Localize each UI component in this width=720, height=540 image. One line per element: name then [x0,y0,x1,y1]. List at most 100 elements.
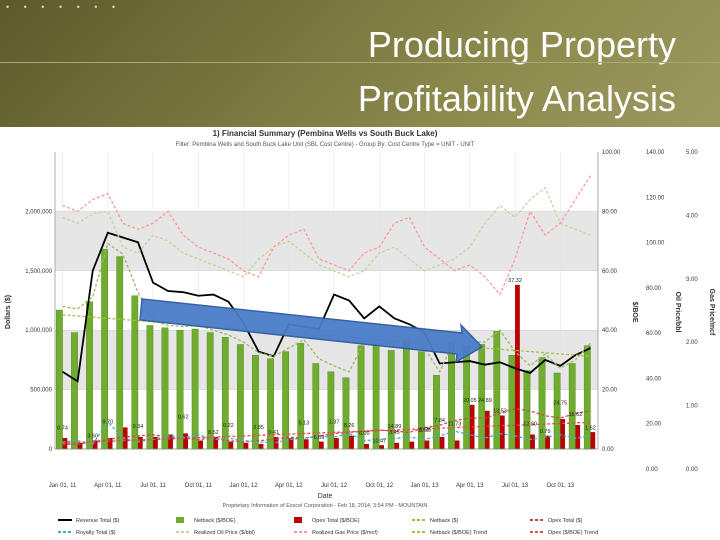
legend-label: Netback ($/BOE) Trend [430,530,487,536]
y-tick-label-right2: 20.00 [646,422,662,428]
data-label: 24.89 [478,398,492,404]
bar [372,344,380,450]
y-axis-label-right1: $/BOE [631,301,638,322]
y-tick-label-right3: 0.00 [686,467,698,473]
y-axis-label-right3: Gas Price/mcf [708,289,715,336]
bar [138,436,143,450]
legend-label: Realized Gas Price ($/mcf) [312,530,378,536]
y-tick-label-right3: 2.00 [686,340,698,346]
data-label: 6.69 [314,435,325,441]
legend: Revenue Total ($) Netback ($/BOE) Opex Tot… [58,517,598,536]
data-label: 3.50 [87,434,98,440]
data-label: 5.13 [299,420,310,426]
legend-label: Opex Total ($/BOE) [312,518,360,524]
data-label: 11.73 [448,422,461,428]
data-annotations: 37.32 24.89 24.75 20.05 15.62 14.89 13.53 12.80… [57,278,596,444]
y-tick-label-left: 1,500,000 [25,269,52,275]
y-tick-label-left: 2,000,000 [25,209,52,215]
chart-title: 1) Financial Summary (Pembina Wells vs S… [213,129,438,138]
bar [71,332,78,450]
series-line [62,231,591,383]
bar [545,435,550,450]
bar [530,434,535,450]
y-tick-label-right1: 100.00 [602,150,621,156]
bar-marks [56,249,596,450]
data-label: 7.84 [434,418,445,424]
bar [454,440,460,450]
trend-arrow [139,298,484,364]
x-tick-label: Jan 01, 12 [230,483,259,489]
chart-subtitle: Filter: Pembina Wells and South Buck Lak… [176,142,475,148]
series-line [62,186,591,278]
slide-title-line2: Profitability Analysis [357,78,676,119]
y-tick-label-right2: 80.00 [646,286,662,292]
legend-swatch [294,517,302,523]
data-label: 6.00 [359,431,370,437]
bar [243,442,249,450]
legend-label: Realized Oil Price ($/bbl) [194,530,255,536]
y-tick-label-left: 1,000,000 [25,328,52,334]
legend-label: Revenue Total ($) [76,518,119,524]
bar [349,435,354,450]
bar [478,344,486,450]
y-tick-label-right2: 100.00 [646,241,665,247]
data-label: 9.70 [102,419,113,425]
data-label: 15.62 [568,412,582,418]
bar [228,441,234,450]
x-tick-label: Oct 01, 12 [365,483,393,489]
series-line [62,420,591,445]
bar [439,436,445,450]
data-label: 12.80 [523,422,537,428]
series-line [62,407,591,445]
bar [303,439,309,450]
bar [258,444,264,450]
bar [433,375,440,450]
bar [500,415,505,450]
y-axis-label-left: Dollars ($) [5,295,12,329]
data-label: 8.26 [344,423,355,429]
bar [86,301,93,450]
decorative-dots: • • • • • • • [6,2,122,12]
bar [553,372,561,450]
legend-swatch [176,517,184,523]
bar [418,351,425,450]
axes: 0 500,000 1,000,000 1,500,000 2,000,000 0.00 2… [25,150,698,489]
y-tick-label-right3: 5.00 [686,150,698,156]
data-label: 13.53 [493,409,507,415]
bar [237,344,244,450]
x-tick-label: Jul 01, 12 [321,483,348,489]
bar [176,329,184,450]
bar [379,445,385,450]
y-tick-label-left: 500,000 [30,388,52,394]
bar [116,256,124,450]
bar [568,363,576,450]
y-tick-label-right3: 3.00 [686,277,698,283]
financial-summary-chart: 1) Financial Summary (Pembina Wells vs S… [5,129,715,536]
legend-label: Netback ($) [430,518,459,524]
y-axis-label-right2: Oil Price/bbl [674,292,681,333]
bar [146,325,154,450]
data-label: 24.75 [553,400,567,406]
x-tick-label: Apr 01, 13 [456,483,484,489]
data-label: 0.74 [57,425,68,431]
series-line [62,421,591,444]
bar [198,440,204,450]
x-tick-label: Jan 01, 13 [411,483,440,489]
x-axis-label: Date [318,493,333,500]
y-tick-label-right2: 0.00 [646,467,658,473]
bar [161,327,169,450]
bar [342,377,350,450]
y-tick-label-right1: 60.00 [602,269,618,275]
y-tick-label-right1: 80.00 [602,209,618,215]
bar [515,284,520,450]
slide-title: Producing Property Profitability Analysi… [358,18,676,126]
bar [409,441,415,450]
x-tick-label: Oct 01, 13 [546,483,574,489]
y-tick-label-right1: 0.00 [602,447,614,453]
slide-title-line1: Producing Property [367,24,676,65]
data-label: 0.34 [133,424,144,430]
title-divider [0,62,720,63]
data-label: 10.47 [372,438,386,444]
data-label: 0.22 [223,423,234,429]
bar [334,438,339,450]
